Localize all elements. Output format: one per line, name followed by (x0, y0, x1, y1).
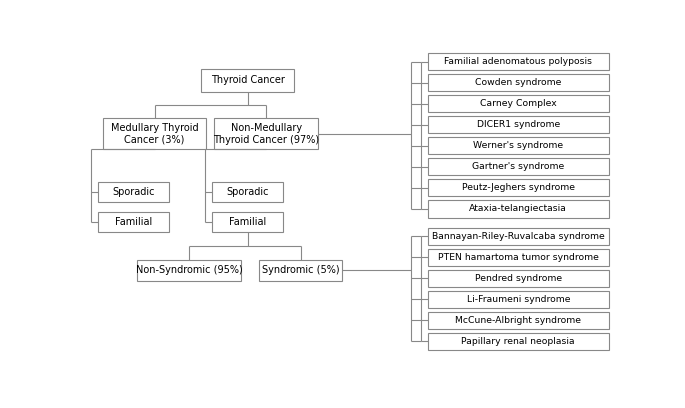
FancyBboxPatch shape (428, 333, 608, 350)
FancyBboxPatch shape (97, 211, 169, 232)
FancyBboxPatch shape (428, 228, 608, 245)
Text: DICER1 syndrome: DICER1 syndrome (477, 120, 560, 129)
Text: Non-Medullary
Thyroid Cancer (97%): Non-Medullary Thyroid Cancer (97%) (213, 123, 319, 144)
Text: Familial: Familial (115, 217, 152, 227)
Text: Non-Syndromic (95%): Non-Syndromic (95%) (136, 266, 242, 275)
Text: Familial: Familial (229, 217, 266, 227)
Text: Familial adenomatous polyposis: Familial adenomatous polyposis (445, 57, 593, 66)
Text: Thyroid Cancer: Thyroid Cancer (210, 75, 284, 85)
FancyBboxPatch shape (428, 200, 608, 217)
FancyBboxPatch shape (97, 182, 169, 202)
Text: Li-Fraumeni syndrome: Li-Fraumeni syndrome (466, 295, 570, 304)
Text: Cowden syndrome: Cowden syndrome (475, 78, 562, 87)
FancyBboxPatch shape (260, 260, 342, 281)
Text: Sporadic: Sporadic (226, 187, 269, 197)
FancyBboxPatch shape (428, 179, 608, 197)
FancyBboxPatch shape (428, 312, 608, 329)
FancyBboxPatch shape (428, 53, 608, 70)
FancyBboxPatch shape (103, 118, 206, 149)
Text: Carney Complex: Carney Complex (480, 99, 557, 108)
Text: McCune-Albright syndrome: McCune-Albright syndrome (456, 316, 582, 325)
FancyBboxPatch shape (428, 270, 608, 287)
FancyBboxPatch shape (428, 74, 608, 91)
Text: Werner's syndrome: Werner's syndrome (473, 141, 563, 150)
Text: Papillary renal neoplasia: Papillary renal neoplasia (462, 337, 575, 346)
Text: Ataxia-telangiectasia: Ataxia-telangiectasia (469, 204, 567, 213)
FancyBboxPatch shape (428, 248, 608, 266)
FancyBboxPatch shape (214, 118, 318, 149)
Text: Peutz-Jeghers syndrome: Peutz-Jeghers syndrome (462, 183, 575, 192)
FancyBboxPatch shape (428, 116, 608, 133)
Text: Syndromic (5%): Syndromic (5%) (262, 266, 340, 275)
Text: Bannayan-Riley-Ruvalcaba syndrome: Bannayan-Riley-Ruvalcaba syndrome (432, 232, 605, 241)
FancyBboxPatch shape (212, 211, 284, 232)
Text: Pendred syndrome: Pendred syndrome (475, 274, 562, 283)
Text: PTEN hamartoma tumor syndrome: PTEN hamartoma tumor syndrome (438, 253, 599, 262)
FancyBboxPatch shape (428, 95, 608, 112)
Text: Gartner's syndrome: Gartner's syndrome (472, 162, 564, 171)
FancyBboxPatch shape (428, 158, 608, 175)
FancyBboxPatch shape (138, 260, 241, 281)
Text: Medullary Thyroid
Cancer (3%): Medullary Thyroid Cancer (3%) (111, 123, 199, 144)
FancyBboxPatch shape (428, 291, 608, 308)
Text: Sporadic: Sporadic (112, 187, 155, 197)
FancyBboxPatch shape (428, 137, 608, 154)
FancyBboxPatch shape (201, 69, 294, 92)
FancyBboxPatch shape (212, 182, 284, 202)
